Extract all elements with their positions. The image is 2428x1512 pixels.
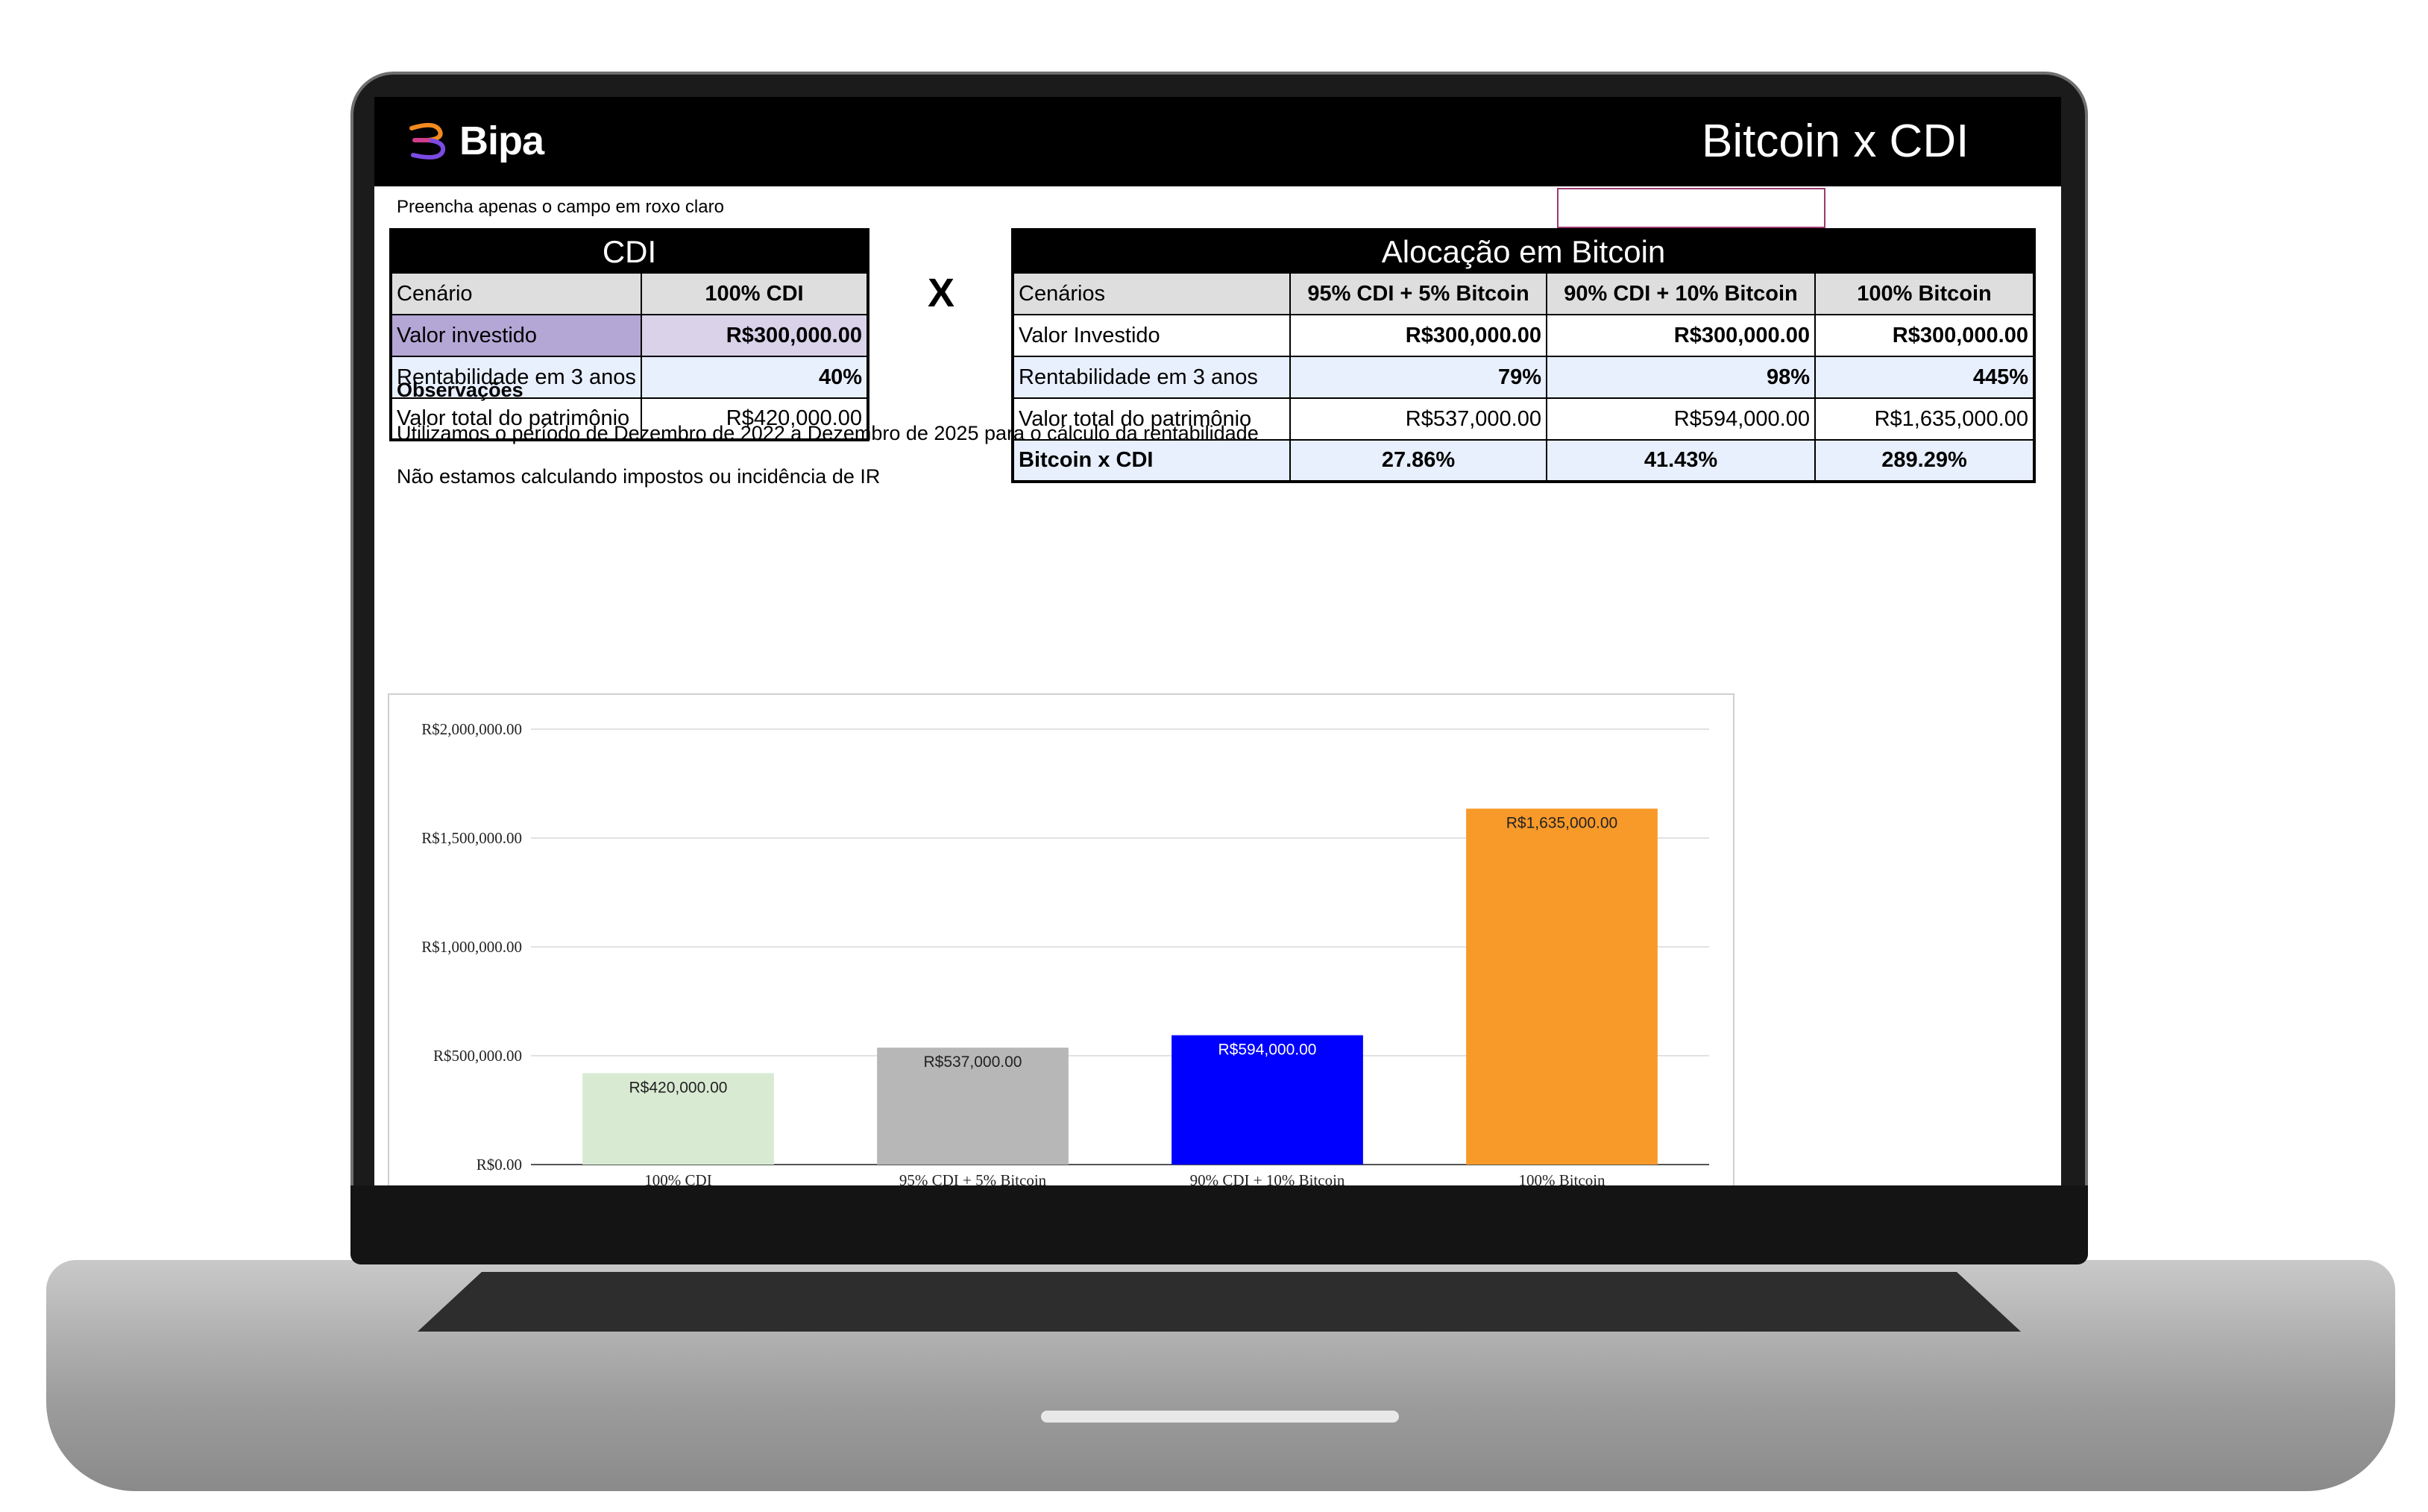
bar (582, 1073, 774, 1165)
cdi-row-label[interactable]: Valor investido (390, 314, 642, 357)
y-tick-label: R$0.00 (477, 1156, 522, 1174)
app-header: Bipa Bitcoin x CDI (374, 97, 2061, 186)
cdi-cell-total[interactable]: R$420,000.00 (641, 397, 869, 441)
cdi-row-label[interactable]: Rentabilidade em 3 anos (390, 356, 642, 399)
laptop-screen: Bipa Bitcoin x CDI Preencha apenas o cam… (374, 97, 2061, 1185)
x-tick-label: 95% CDI + 5% Bitcoin (899, 1171, 1047, 1185)
bar-chart[interactable]: R$0.00 R$500,000.00 R$1,000,000.00 R$1,500,… (388, 693, 1734, 1185)
btc-row-label[interactable]: Bitcoin x CDI (1012, 439, 1291, 482)
y-tick-label: R$500,000.00 (433, 1047, 522, 1065)
bar (877, 1048, 1069, 1165)
btc-cell[interactable]: R$300,000.00 (1289, 314, 1547, 357)
bar-data-label: R$537,000.00 (924, 1053, 1022, 1071)
bipa-logo-icon (409, 122, 446, 160)
versus-label: X (928, 271, 955, 315)
x-tick-label: 90% CDI + 10% Bitcoin (1190, 1171, 1345, 1185)
cdi-header-value[interactable]: 100% CDI (641, 272, 869, 315)
btc-header-100[interactable]: 100% Bitcoin (1814, 272, 2035, 315)
cdi-row-label[interactable]: Valor total do patrimônio (390, 397, 642, 441)
x-tick-label: 100% CDI (644, 1171, 711, 1185)
btc-row-label[interactable]: Valor total do patrimônio (1012, 397, 1291, 441)
cdi-table: CDI Cenário 100% CDI Valor investido R$3… (389, 228, 869, 441)
btc-cell[interactable]: 98% (1546, 356, 1816, 399)
bar-data-label: R$1,635,000.00 (1506, 815, 1617, 832)
cdi-input-invested[interactable]: R$300,000.00 (641, 314, 869, 357)
x-tick-label: 100% Bitcoin (1518, 1171, 1605, 1185)
cdi-cell-return[interactable]: 40% (641, 356, 869, 399)
btc-cell[interactable]: R$300,000.00 (1814, 314, 2035, 357)
y-tick-label: R$2,000,000.00 (421, 720, 522, 738)
chart-canvas: R$0.00 R$500,000.00 R$1,000,000.00 R$1,500,… (421, 720, 1709, 1185)
bitcoin-table-title: Alocação em Bitcoin (1012, 229, 2035, 274)
btc-header-90[interactable]: 90% CDI + 10% Bitcoin (1546, 272, 1816, 315)
instruction-text: Preencha apenas o campo em roxo claro (397, 197, 724, 217)
btc-row-label[interactable]: Rentabilidade em 3 anos (1012, 356, 1291, 399)
btc-row-label[interactable]: Valor Investido (1012, 314, 1291, 357)
cdi-header-scenario[interactable]: Cenário (390, 272, 642, 315)
bar-data-label: R$420,000.00 (629, 1079, 728, 1096)
brand-name: Bipa (459, 119, 544, 163)
btc-cell[interactable]: R$594,000.00 (1546, 397, 1816, 441)
btc-cell[interactable]: 27.86% (1289, 439, 1547, 482)
btc-cell[interactable]: 289.29% (1814, 439, 2035, 482)
bitcoin-table: Alocação em Bitcoin Cenários 95% CDI + 5… (1011, 228, 2036, 483)
y-tick-label: R$1,500,000.00 (421, 829, 522, 847)
btc-header-scenarios[interactable]: Cenários (1012, 272, 1291, 315)
btc-cell[interactable]: R$300,000.00 (1546, 314, 1816, 357)
laptop-notch (1041, 1411, 1399, 1423)
btc-cell[interactable]: 41.43% (1546, 439, 1816, 482)
bar-data-label: R$594,000.00 (1218, 1042, 1317, 1059)
laptop-keyboard (418, 1272, 2021, 1332)
btc-cell[interactable]: 445% (1814, 356, 2035, 399)
observations-title: Observações (397, 379, 523, 401)
page-title: Bitcoin x CDI (1702, 116, 1969, 167)
laptop-chin (350, 1185, 2088, 1264)
btc-cell[interactable]: 79% (1289, 356, 1547, 399)
btc-cell[interactable]: R$1,635,000.00 (1814, 397, 2035, 441)
observation-line: Utilizamos o período de Dezembro de 2022… (397, 422, 1259, 444)
selected-cell[interactable] (1557, 188, 1825, 228)
btc-cell[interactable]: R$537,000.00 (1289, 397, 1547, 441)
btc-header-95[interactable]: 95% CDI + 5% Bitcoin (1289, 272, 1547, 315)
observation-line: Não estamos calculando impostos ou incid… (397, 465, 881, 488)
bar (1171, 1035, 1363, 1165)
brand-logo: Bipa (406, 118, 544, 164)
y-tick-label: R$1,000,000.00 (421, 938, 522, 956)
cdi-table-title: CDI (390, 229, 869, 274)
bar (1466, 808, 1658, 1165)
